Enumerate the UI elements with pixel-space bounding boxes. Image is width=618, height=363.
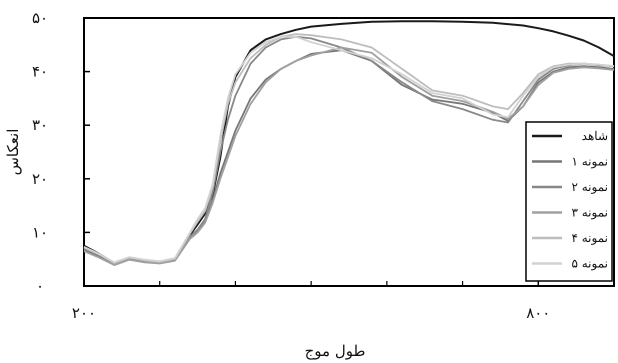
legend: شاهد نمونه ۱ نمونه ۲ نمونه ۳ نمونه ۴ نمونه ۵ — [525, 121, 613, 282]
y-tick-label: ۳۰ — [32, 116, 48, 134]
y-axis-title: انعکاس — [4, 129, 22, 176]
y-tick-label: ۰ — [36, 277, 44, 295]
legend-label: نمونه ۵ — [571, 257, 608, 271]
legend-label: نمونه ۲ — [571, 180, 608, 194]
x-axis-ticks: ۲۰۰ ۸۰۰ — [72, 281, 550, 322]
y-tick-label: ۵۰ — [32, 9, 48, 27]
x-tick-label: ۲۰۰ — [72, 304, 96, 322]
plot-frame — [83, 17, 615, 287]
series-line-5 — [83, 35, 615, 264]
y-tick-label: ۴۰ — [32, 63, 48, 81]
x-tick-label: ۸۰۰ — [526, 304, 550, 322]
y-tick-label: ۲۰ — [32, 170, 48, 188]
plot-area — [83, 17, 615, 287]
legend-label: نمونه ۱ — [571, 155, 608, 169]
legend-box — [525, 121, 613, 282]
legend-label: شاهد — [582, 129, 608, 143]
legend-label: نمونه ۴ — [571, 231, 608, 245]
series-line-3 — [83, 46, 615, 267]
y-tick-label: ۱۰ — [32, 223, 48, 241]
y-axis-ticks: ۰ ۱۰ ۲۰ ۳۰ ۴۰ ۵۰ — [32, 9, 90, 295]
series-layer — [83, 20, 615, 267]
legend-label: نمونه ۳ — [571, 206, 608, 220]
x-axis-title: طول موج — [305, 342, 366, 360]
